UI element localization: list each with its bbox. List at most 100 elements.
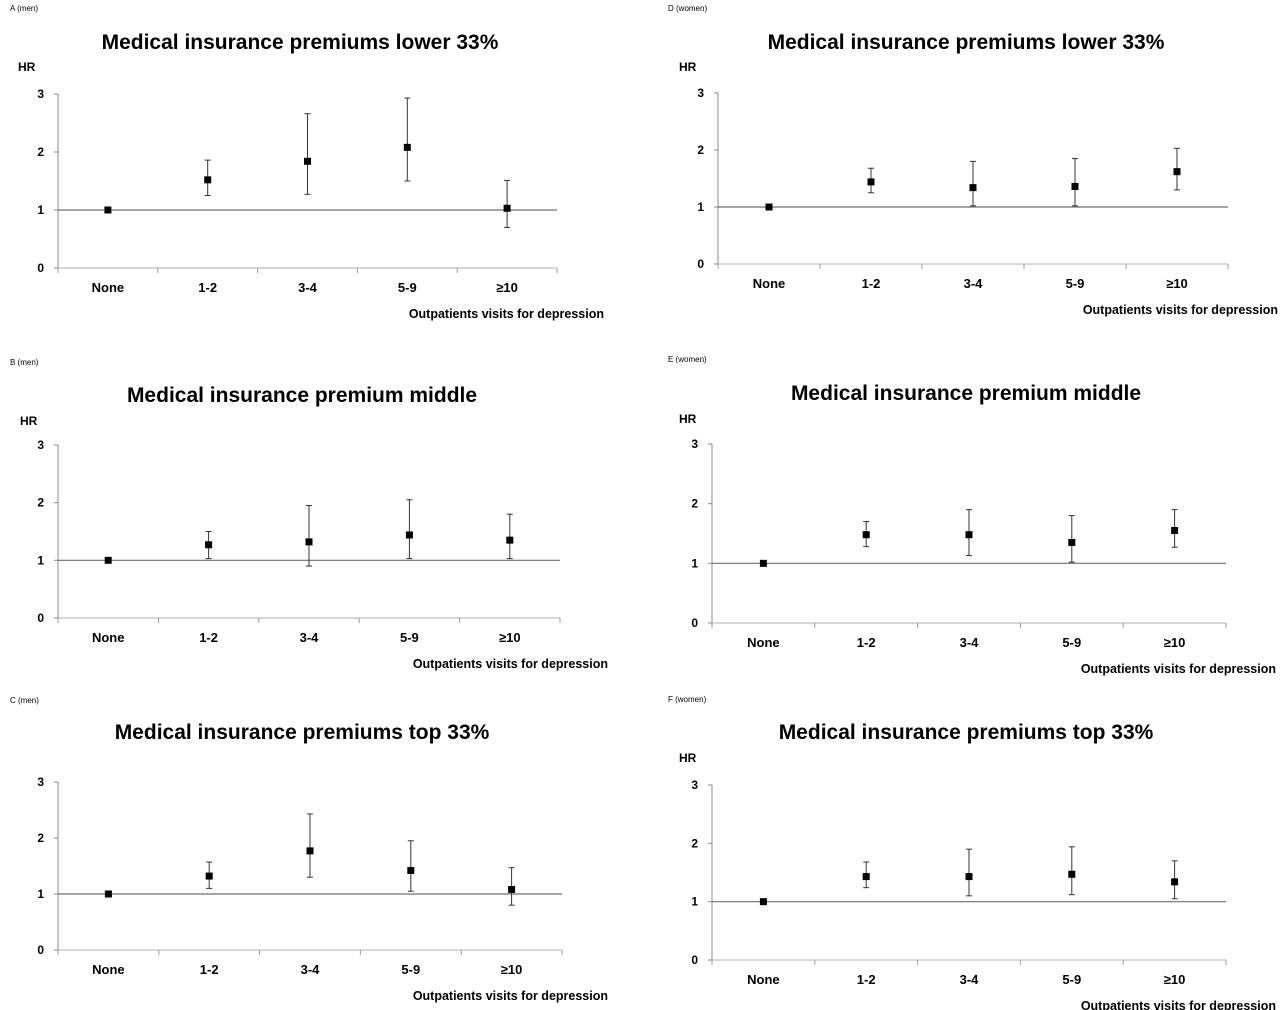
x-tick-label: 3-4: [298, 280, 318, 295]
data-point: [104, 556, 112, 564]
chart-title: Medical insurance premiums top 33%: [779, 721, 1154, 744]
x-tick-label: ≥10: [1166, 276, 1188, 291]
data-point: [862, 873, 870, 881]
data-point: [104, 890, 112, 898]
data-point: [969, 184, 977, 192]
y-tick-label: 2: [697, 143, 704, 157]
y-tick-label: 0: [691, 953, 698, 967]
panel-label: A (men): [10, 4, 38, 13]
y-tick-label: 1: [37, 553, 44, 567]
y-tick-label: 0: [37, 261, 44, 275]
panel-label: E (women): [668, 355, 707, 364]
x-tick-label: 5-9: [1062, 972, 1081, 987]
y-tick-label: 1: [691, 556, 698, 570]
chart-title: Medical insurance premiums lower 33%: [102, 31, 499, 54]
y-axis-label: HR: [679, 751, 697, 765]
x-tick-label: None: [747, 635, 780, 650]
x-tick-label: 5-9: [398, 280, 417, 295]
y-tick-label: 0: [691, 616, 698, 630]
x-axis-label: Outpatients visits for depression: [1081, 662, 1276, 676]
y-tick-label: 1: [691, 895, 698, 909]
y-tick-label: 2: [37, 831, 44, 845]
chart-panel-2: B (men) Medical insurance premium middle H…: [10, 358, 608, 671]
x-tick-label: ≥10: [1164, 972, 1186, 987]
x-tick-label: 1-2: [199, 630, 218, 645]
x-tick-label: None: [92, 630, 125, 645]
data-point: [1171, 878, 1179, 886]
chart-panel-3: C (men) Medical insurance premiums top 33…: [10, 696, 608, 1003]
x-tick-label: 5-9: [400, 630, 419, 645]
data-point: [1068, 870, 1076, 878]
data-point: [862, 531, 870, 539]
x-tick-label: 5-9: [401, 962, 420, 977]
x-tick-label: ≥10: [499, 630, 521, 645]
chart-panel-6: F (women) Medical insurance premiums top …: [668, 695, 1276, 1010]
y-tick-label: 2: [691, 836, 698, 850]
panel-label: F (women): [668, 695, 707, 704]
data-point: [506, 536, 514, 544]
data-point: [204, 176, 212, 184]
y-tick-label: 2: [37, 145, 44, 159]
data-point: [759, 559, 767, 567]
y-tick-label: 1: [697, 200, 704, 214]
x-tick-label: None: [753, 276, 786, 291]
data-point: [104, 206, 112, 214]
y-tick-label: 3: [37, 438, 44, 452]
x-tick-label: 1-2: [857, 635, 876, 650]
panel-label: D (women): [668, 4, 707, 13]
data-point: [759, 898, 767, 906]
data-point: [1071, 182, 1079, 190]
x-axis-label: Outpatients visits for depression: [413, 989, 608, 1003]
chart-title: Medical insurance premium middle: [127, 384, 477, 407]
y-axis-label: HR: [18, 60, 36, 74]
x-tick-label: ≥10: [1164, 635, 1186, 650]
y-tick-label: 0: [37, 943, 44, 957]
y-tick-label: 3: [691, 437, 698, 451]
y-tick-label: 3: [697, 86, 704, 100]
data-point: [503, 204, 511, 212]
y-tick-label: 0: [37, 611, 44, 625]
y-tick-label: 3: [691, 778, 698, 792]
x-axis-label: Outpatients visits for depression: [1083, 303, 1278, 317]
y-axis-label: HR: [20, 414, 38, 428]
x-tick-label: ≥10: [496, 280, 518, 295]
x-tick-label: 3-4: [960, 635, 980, 650]
x-axis-label: Outpatients visits for depression: [413, 657, 608, 671]
data-point: [965, 531, 973, 539]
panel-label: B (men): [10, 358, 39, 367]
chart-panel-4: D (women) Medical insurance premiums lowe…: [668, 4, 1278, 317]
data-point: [765, 203, 773, 211]
panel-label: C (men): [10, 696, 39, 705]
y-tick-label: 3: [37, 775, 44, 789]
data-point: [1171, 527, 1179, 535]
y-tick-label: 0: [697, 257, 704, 271]
y-tick-label: 1: [37, 203, 44, 217]
x-tick-label: 3-4: [964, 276, 984, 291]
y-axis-label: HR: [679, 412, 697, 426]
x-axis-label: Outpatients visits for depression: [1081, 999, 1276, 1010]
data-point: [1173, 168, 1181, 176]
data-point: [405, 531, 413, 539]
chart-title: Medical insurance premiums lower 33%: [768, 31, 1165, 54]
y-tick-label: 2: [37, 496, 44, 510]
data-point: [965, 873, 973, 881]
data-point: [306, 847, 314, 855]
data-point: [407, 866, 415, 874]
chart-panel-1: A (men) Medical insurance premiums lower …: [10, 4, 604, 321]
x-tick-label: 3-4: [960, 972, 980, 987]
y-tick-label: 2: [691, 497, 698, 511]
x-tick-label: 1-2: [198, 280, 217, 295]
y-tick-label: 1: [37, 887, 44, 901]
x-tick-label: None: [92, 962, 125, 977]
x-tick-label: None: [92, 280, 125, 295]
x-tick-label: 5-9: [1062, 635, 1081, 650]
data-point: [508, 886, 516, 894]
x-tick-label: 1-2: [857, 972, 876, 987]
data-point: [205, 541, 213, 549]
chart-title: Medical insurance premium middle: [791, 382, 1141, 405]
chart-title: Medical insurance premiums top 33%: [115, 721, 490, 744]
x-tick-label: 3-4: [301, 962, 321, 977]
x-tick-label: 5-9: [1066, 276, 1085, 291]
x-tick-label: 1-2: [200, 962, 219, 977]
